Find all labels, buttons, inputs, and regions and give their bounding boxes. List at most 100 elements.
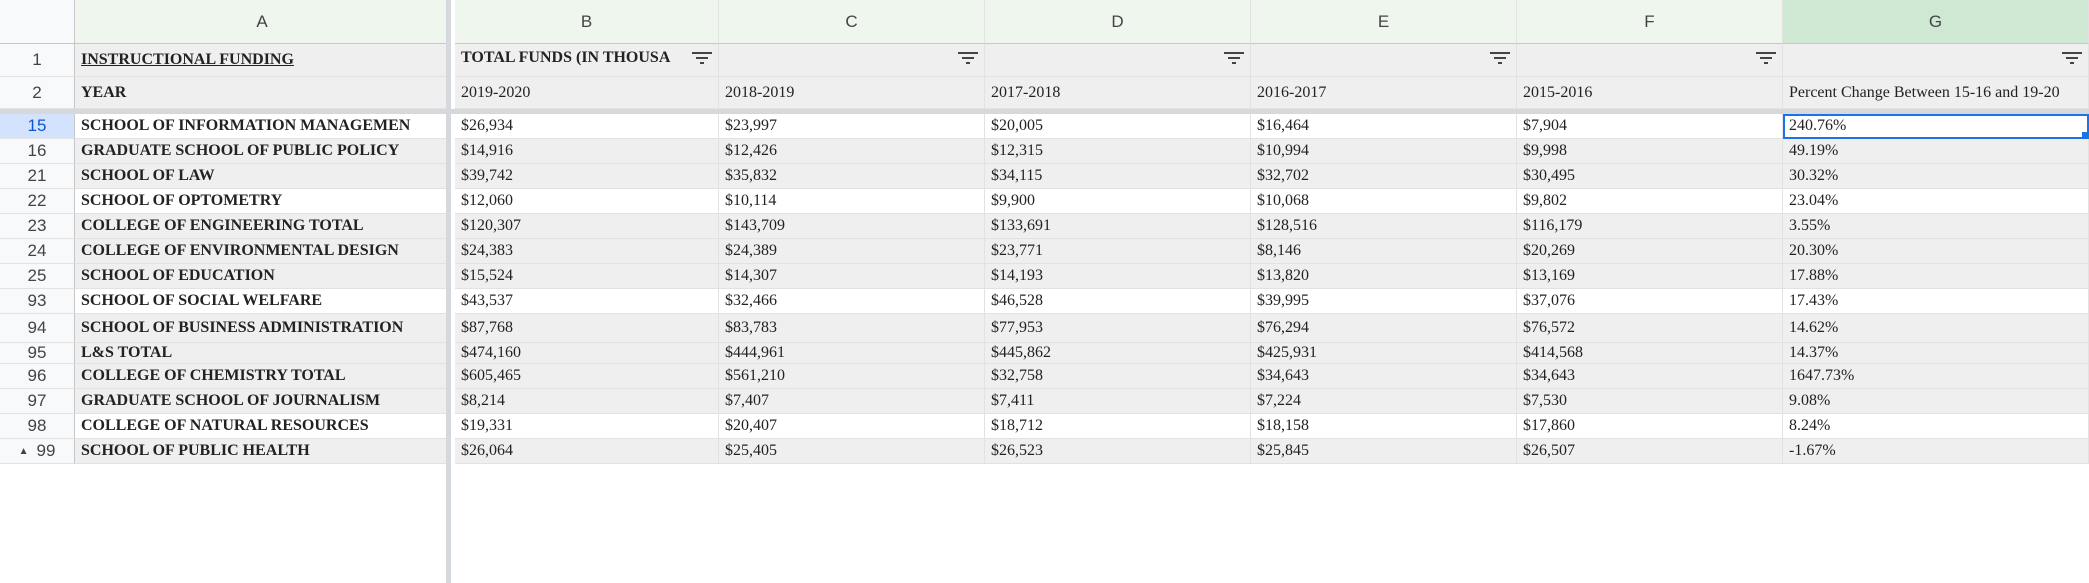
cell-f15[interactable]: $7,904	[1517, 114, 1783, 139]
column-header-f[interactable]: F	[1517, 0, 1783, 44]
cell-e2[interactable]: 2016-2017	[1251, 77, 1517, 109]
cell-a25[interactable]: SCHOOL OF EDUCATION	[75, 264, 450, 289]
cell-f23[interactable]: $116,179	[1517, 214, 1783, 239]
cell-a23[interactable]: COLLEGE OF ENGINEERING TOTAL	[75, 214, 450, 239]
cell-g22[interactable]: 23.04%	[1783, 189, 2089, 214]
cell-f25[interactable]: $13,169	[1517, 264, 1783, 289]
row-header[interactable]: 25	[0, 264, 75, 289]
cell-g16[interactable]: 49.19%	[1783, 139, 2089, 164]
filter-icon[interactable]	[1490, 52, 1510, 66]
cell-b96[interactable]: $605,465	[455, 364, 719, 389]
cell-a1[interactable]: INSTRUCTIONAL FUNDING	[75, 44, 450, 77]
row-header[interactable]: 1	[0, 44, 75, 77]
cell-e15[interactable]: $16,464	[1251, 114, 1517, 139]
cell-e23[interactable]: $128,516	[1251, 214, 1517, 239]
cell-f99[interactable]: $26,507	[1517, 439, 1783, 464]
cell-d15[interactable]: $20,005	[985, 114, 1251, 139]
cell-b98[interactable]: $19,331	[455, 414, 719, 439]
cell-g2[interactable]: Percent Change Between 15-16 and 19-20	[1783, 77, 2089, 109]
filter-icon[interactable]	[1224, 52, 1244, 66]
cell-c2[interactable]: 2018-2019	[719, 77, 985, 109]
cell-g95[interactable]: 14.37%	[1783, 343, 2089, 364]
cell-f94[interactable]: $76,572	[1517, 314, 1783, 343]
cell-g24[interactable]: 20.30%	[1783, 239, 2089, 264]
cell-f24[interactable]: $20,269	[1517, 239, 1783, 264]
row-header[interactable]: ▲ 99	[0, 439, 75, 464]
cell-f16[interactable]: $9,998	[1517, 139, 1783, 164]
cell-e22[interactable]: $10,068	[1251, 189, 1517, 214]
frozen-column-divider[interactable]	[446, 0, 451, 583]
cell-f1[interactable]	[1517, 44, 1783, 77]
row-header[interactable]: 16	[0, 139, 75, 164]
cell-e94[interactable]: $76,294	[1251, 314, 1517, 343]
column-header-b[interactable]: B	[455, 0, 719, 44]
cell-a93[interactable]: SCHOOL OF SOCIAL WELFARE	[75, 289, 450, 314]
row-header[interactable]: 23	[0, 214, 75, 239]
cell-e96[interactable]: $34,643	[1251, 364, 1517, 389]
cell-a15[interactable]: SCHOOL OF INFORMATION MANAGEMEN	[75, 114, 450, 139]
cell-d22[interactable]: $9,900	[985, 189, 1251, 214]
cell-g94[interactable]: 14.62%	[1783, 314, 2089, 343]
cell-g25[interactable]: 17.88%	[1783, 264, 2089, 289]
cell-a24[interactable]: COLLEGE OF ENVIRONMENTAL DESIGN	[75, 239, 450, 264]
cell-b16[interactable]: $14,916	[455, 139, 719, 164]
cell-f93[interactable]: $37,076	[1517, 289, 1783, 314]
select-all-corner[interactable]	[0, 0, 75, 44]
cell-g98[interactable]: 8.24%	[1783, 414, 2089, 439]
cell-a98[interactable]: COLLEGE OF NATURAL RESOURCES	[75, 414, 450, 439]
cell-d98[interactable]: $18,712	[985, 414, 1251, 439]
cell-b2[interactable]: 2019-2020	[455, 77, 719, 109]
cell-d24[interactable]: $23,771	[985, 239, 1251, 264]
row-header[interactable]: 96	[0, 364, 75, 389]
row-header[interactable]: 94	[0, 314, 75, 343]
cell-e1[interactable]	[1251, 44, 1517, 77]
cell-d94[interactable]: $77,953	[985, 314, 1251, 343]
cell-c98[interactable]: $20,407	[719, 414, 985, 439]
cell-d96[interactable]: $32,758	[985, 364, 1251, 389]
column-header-d[interactable]: D	[985, 0, 1251, 44]
cell-e25[interactable]: $13,820	[1251, 264, 1517, 289]
cell-b94[interactable]: $87,768	[455, 314, 719, 343]
cell-d16[interactable]: $12,315	[985, 139, 1251, 164]
cell-a16[interactable]: GRADUATE SCHOOL OF PUBLIC POLICY	[75, 139, 450, 164]
cell-b97[interactable]: $8,214	[455, 389, 719, 414]
column-header-e[interactable]: E	[1251, 0, 1517, 44]
cell-b22[interactable]: $12,060	[455, 189, 719, 214]
row-header[interactable]: 2	[0, 77, 75, 109]
cell-a97[interactable]: GRADUATE SCHOOL OF JOURNALISM	[75, 389, 450, 414]
cell-a21[interactable]: SCHOOL OF LAW	[75, 164, 450, 189]
cell-b95[interactable]: $474,160	[455, 343, 719, 364]
filter-icon[interactable]	[692, 52, 712, 66]
cell-c22[interactable]: $10,114	[719, 189, 985, 214]
selected-cell-g15[interactable]: 240.76%	[1783, 114, 2089, 139]
cell-d21[interactable]: $34,115	[985, 164, 1251, 189]
cell-a96[interactable]: COLLEGE OF CHEMISTRY TOTAL	[75, 364, 450, 389]
cell-d25[interactable]: $14,193	[985, 264, 1251, 289]
cell-c24[interactable]: $24,389	[719, 239, 985, 264]
cell-c1[interactable]	[719, 44, 985, 77]
cell-c23[interactable]: $143,709	[719, 214, 985, 239]
cell-b23[interactable]: $120,307	[455, 214, 719, 239]
cell-b1[interactable]: TOTAL FUNDS (IN THOUSA	[455, 44, 719, 77]
cell-g23[interactable]: 3.55%	[1783, 214, 2089, 239]
cell-g93[interactable]: 17.43%	[1783, 289, 2089, 314]
column-header-c[interactable]: C	[719, 0, 985, 44]
cell-e16[interactable]: $10,994	[1251, 139, 1517, 164]
cell-c25[interactable]: $14,307	[719, 264, 985, 289]
cell-b24[interactable]: $24,383	[455, 239, 719, 264]
cell-e21[interactable]: $32,702	[1251, 164, 1517, 189]
cell-c93[interactable]: $32,466	[719, 289, 985, 314]
frozen-row-divider[interactable]	[0, 109, 2089, 114]
column-header-a[interactable]: A	[75, 0, 450, 44]
filter-icon[interactable]	[1756, 52, 1776, 66]
cell-f98[interactable]: $17,860	[1517, 414, 1783, 439]
cell-f22[interactable]: $9,802	[1517, 189, 1783, 214]
collapse-arrow-icon[interactable]: ▲	[18, 445, 29, 457]
row-header[interactable]: 22	[0, 189, 75, 214]
cell-d99[interactable]: $26,523	[985, 439, 1251, 464]
cell-b25[interactable]: $15,524	[455, 264, 719, 289]
cell-b99[interactable]: $26,064	[455, 439, 719, 464]
cell-c94[interactable]: $83,783	[719, 314, 985, 343]
cell-e98[interactable]: $18,158	[1251, 414, 1517, 439]
row-header[interactable]: 93	[0, 289, 75, 314]
